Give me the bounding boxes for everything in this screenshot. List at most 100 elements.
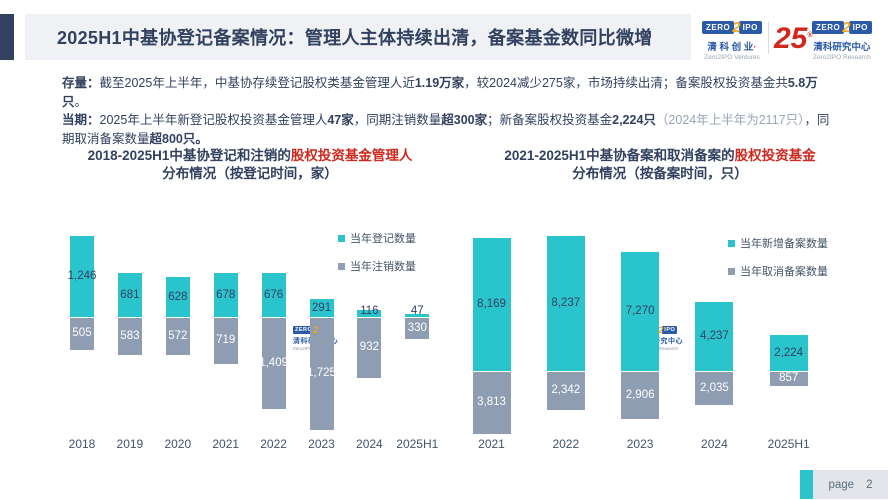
legend-swatch-teal — [338, 234, 345, 242]
legend-item: 当年取消备案数量 — [728, 263, 828, 279]
summary-line-stock: 存量：截至2025年上半年，中基协存续登记股权类基金管理人近1.19万家，较20… — [62, 76, 818, 109]
legend-item: 当年登记数量 — [338, 230, 416, 246]
summary-line-current: 当期：2025年上半年新登记股权投资基金管理人47家，同期注销数量超300家；新… — [62, 113, 830, 147]
logo-two: 2 — [842, 19, 851, 36]
bar-value-label: 8,169 — [477, 298, 506, 311]
bar-up-segment — [546, 236, 585, 372]
bar-value-label: 291 — [311, 301, 332, 314]
bar-up-segment — [405, 314, 430, 318]
bar-value-label: 2,224 — [774, 346, 804, 359]
x-axis-label: 2018 — [68, 437, 96, 451]
bar-value-label: 681 — [120, 288, 140, 301]
bar-down-segment — [165, 317, 190, 355]
page-label: page — [828, 478, 855, 491]
bar-value-label: 719 — [216, 334, 236, 347]
page-indicator: page 2 — [813, 470, 888, 499]
logo-cn-label: 清科研究中心 — [813, 42, 871, 53]
logo-two: 2 — [658, 325, 664, 335]
bar-value-label: 583 — [120, 329, 140, 342]
logo-zero-box: ZERO — [812, 21, 845, 34]
bar-value-label: 2,906 — [625, 388, 655, 401]
logo-zero-box: ZERO — [293, 326, 315, 334]
bar-up-segment — [213, 273, 238, 318]
legend-swatch-gray — [338, 262, 345, 270]
title-accent-bar — [0, 14, 14, 60]
bar-value-label: 4,237 — [700, 330, 729, 343]
x-axis-label: 2025H1 — [396, 437, 439, 451]
x-axis-label: 2024 — [701, 437, 728, 451]
bar-up-segment — [357, 309, 382, 318]
bar-value-label: 676 — [264, 288, 284, 301]
logo-ipo-box: IPO — [738, 21, 762, 34]
summary-text: 存量：截至2025年上半年，中基协存续登记股权类基金管理人近1.19万家，较20… — [62, 74, 830, 149]
x-axis-label: 2022 — [552, 437, 580, 451]
x-axis-label: 2024 — [356, 437, 383, 451]
bar-down-segment — [309, 317, 334, 430]
bar-value-label: 932 — [359, 341, 379, 354]
bar-value-label: 678 — [216, 288, 236, 301]
bar-down-segment — [546, 371, 585, 410]
bar-down-segment — [405, 317, 430, 339]
bar-down-segment — [769, 371, 808, 386]
right-chart-legend: 当年新增备案数量 当年取消备案数量 — [728, 235, 828, 279]
bar-value-label: 1,409 — [259, 356, 288, 369]
x-axis-label: 2022 — [260, 437, 287, 451]
left-chart-title: 2018-2025H1中基协登记和注销的股权投资基金管理人 分布情况（按登记时间… — [87, 148, 413, 181]
bar-up-segment — [70, 236, 94, 318]
bar-up-segment — [621, 252, 660, 372]
page-title: 2025H1中基协登记备案情况：管理人主体持续出清，备案基金数同比微增 — [57, 28, 653, 48]
legend-swatch-teal — [728, 239, 735, 247]
bar-up-segment — [309, 298, 334, 318]
legend-swatch-gray — [728, 267, 735, 275]
legend-item: 当年注销数量 — [338, 258, 416, 274]
bar-down-segment — [357, 317, 382, 379]
bar-up-segment — [261, 273, 286, 318]
watermark-cn-label: 清科研究中心 — [638, 338, 683, 345]
x-axis-label: 2019 — [116, 437, 144, 451]
bar-value-label: 1,246 — [67, 270, 97, 283]
x-axis-label: 2021 — [212, 437, 240, 451]
logo-ipo-box: IPO — [662, 326, 678, 334]
page-number: 2 — [866, 478, 873, 491]
bar-down-segment — [695, 371, 734, 405]
logo-two: 2 — [313, 325, 319, 335]
x-axis-label: 2021 — [478, 437, 505, 451]
page-accent-bar — [800, 470, 813, 499]
legend-label: 当年注销数量 — [350, 261, 416, 273]
logo-divider — [768, 22, 769, 54]
x-axis-label: 2023 — [308, 437, 335, 451]
legend-label: 当年新增备案数量 — [740, 238, 828, 250]
anniversary-25-icon: 25® — [774, 22, 813, 55]
logo-cn-label: 清 科 创 业· — [707, 42, 757, 53]
bar-value-label: 8,237 — [551, 297, 581, 310]
logo-en-label: Zero2IPO Ventures — [704, 54, 760, 61]
bar-down-segment — [70, 317, 94, 351]
bar-up-segment — [695, 302, 734, 372]
x-axis-label: 2023 — [626, 437, 654, 451]
legend-label: 当年取消备案数量 — [740, 266, 828, 278]
bar-value-label: 330 — [407, 321, 427, 334]
legend-label: 当年登记数量 — [350, 233, 416, 245]
bar-down-segment — [213, 317, 238, 365]
bar-down-segment — [117, 317, 142, 356]
zero2ipo-research-logo: ZERO 2 IPO 清科研究中心 Zero2IPO Research — [812, 19, 872, 61]
bar-up-segment — [117, 273, 142, 318]
bar-value-label: 116 — [360, 305, 379, 317]
bar-down-segment — [621, 371, 660, 420]
bar-value-label: 628 — [168, 290, 188, 303]
bar-down-segment — [472, 371, 511, 434]
bar-value-label: 7,270 — [625, 305, 655, 318]
legend-item: 当年新增备案数量 — [728, 235, 828, 251]
header: 2025H1中基协登记备案情况：管理人主体持续出清，备案基金数同比微增 — [25, 14, 691, 60]
bar-value-label: 2,342 — [551, 384, 581, 397]
bar-value-label: 2,035 — [700, 381, 729, 394]
bar-up-segment — [769, 335, 808, 372]
bar-value-label: 3,813 — [477, 396, 506, 409]
logo-en-label: Zero2IPO Research — [813, 54, 871, 61]
x-axis-label: 2020 — [164, 437, 192, 451]
logo-two: 2 — [732, 19, 741, 36]
